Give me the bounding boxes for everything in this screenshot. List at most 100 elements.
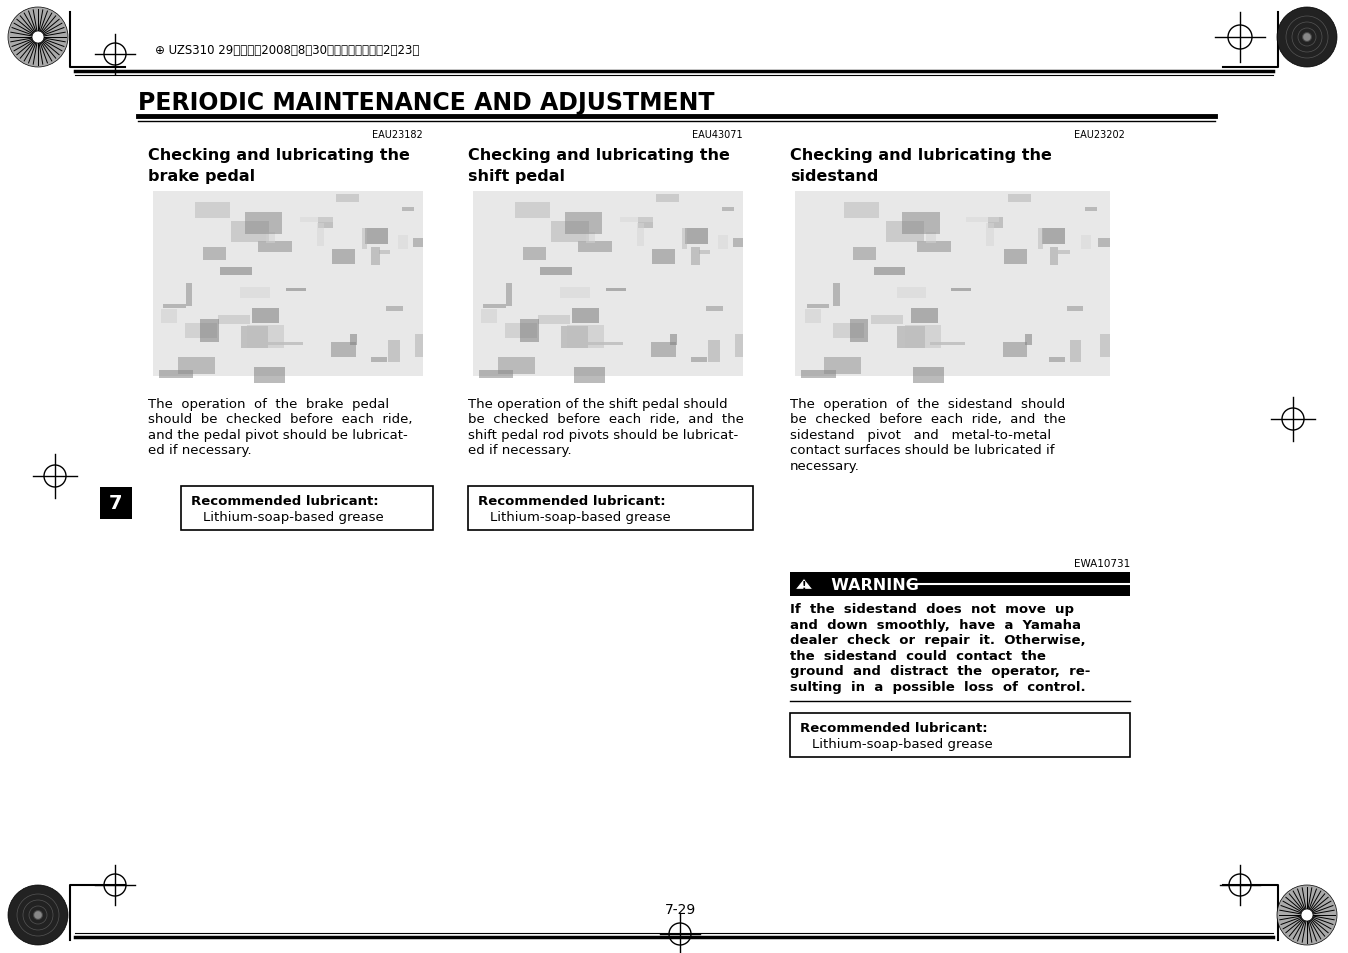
Bar bbox=[898, 327, 925, 349]
Bar bbox=[241, 327, 268, 349]
Text: PERIODIC MAINTENANCE AND ADJUSTMENT: PERIODIC MAINTENANCE AND ADJUSTMENT bbox=[137, 91, 714, 115]
Bar bbox=[967, 218, 999, 222]
Bar bbox=[1100, 335, 1109, 357]
Bar bbox=[202, 248, 226, 260]
Bar bbox=[561, 288, 590, 298]
Bar bbox=[561, 327, 588, 349]
Bar bbox=[255, 368, 284, 384]
Bar bbox=[656, 194, 679, 203]
Text: !: ! bbox=[802, 580, 806, 590]
Text: 7-29: 7-29 bbox=[665, 902, 696, 916]
Bar bbox=[1081, 236, 1091, 250]
Text: The  operation  of  the  brake  pedal: The operation of the brake pedal bbox=[148, 397, 390, 411]
Bar bbox=[365, 229, 388, 245]
Circle shape bbox=[35, 911, 42, 919]
Text: sidestand: sidestand bbox=[790, 169, 879, 184]
Bar bbox=[795, 192, 1109, 376]
Bar bbox=[670, 335, 678, 345]
Bar bbox=[100, 488, 132, 519]
Text: and the pedal pivot should be lubricat-: and the pedal pivot should be lubricat- bbox=[148, 429, 407, 441]
Bar bbox=[361, 229, 367, 250]
Bar bbox=[1085, 208, 1097, 213]
Bar bbox=[950, 289, 971, 292]
Text: Lithium-soap-based grease: Lithium-soap-based grease bbox=[204, 511, 384, 523]
Circle shape bbox=[32, 32, 44, 44]
Text: and  down  smoothly,  have  a  Yamaha: and down smoothly, have a Yamaha bbox=[790, 618, 1081, 631]
Bar bbox=[913, 368, 944, 384]
Text: necessary.: necessary. bbox=[790, 459, 860, 473]
Bar bbox=[551, 222, 589, 242]
Text: sidestand   pivot   and   metal-to-metal: sidestand pivot and metal-to-metal bbox=[790, 429, 1051, 441]
Bar bbox=[833, 324, 864, 339]
Bar bbox=[386, 307, 403, 312]
Bar bbox=[415, 335, 423, 357]
Bar bbox=[220, 268, 252, 275]
Bar bbox=[247, 326, 283, 349]
Bar bbox=[574, 368, 605, 384]
Bar bbox=[1058, 251, 1070, 255]
Bar bbox=[266, 233, 275, 243]
Text: EAU23202: EAU23202 bbox=[1074, 130, 1126, 140]
Text: Recommended lubricant:: Recommended lubricant: bbox=[479, 495, 666, 507]
Bar bbox=[186, 283, 193, 306]
Circle shape bbox=[8, 8, 67, 68]
Bar bbox=[515, 203, 550, 219]
Bar bbox=[911, 309, 938, 323]
Bar bbox=[682, 229, 686, 250]
Bar bbox=[692, 248, 700, 266]
Bar bbox=[930, 343, 965, 346]
Circle shape bbox=[1301, 909, 1313, 921]
Text: The operation of the shift pedal should: The operation of the shift pedal should bbox=[468, 397, 728, 411]
Text: If  the  sidestand  does  not  move  up: If the sidestand does not move up bbox=[790, 602, 1074, 616]
Bar bbox=[790, 573, 1130, 597]
Bar bbox=[607, 289, 627, 292]
Text: dealer  check  or  repair  it.  Otherwise,: dealer check or repair it. Otherwise, bbox=[790, 634, 1085, 646]
Bar bbox=[481, 310, 497, 324]
Bar bbox=[853, 248, 876, 260]
Bar bbox=[652, 250, 675, 264]
Bar bbox=[1069, 340, 1081, 363]
Bar bbox=[181, 486, 433, 531]
Bar bbox=[802, 371, 836, 378]
Text: ⊕ UZS310 29ページ　2008年8月30日　土曜日　午後2時23分: ⊕ UZS310 29ページ 2008年8月30日 土曜日 午後2時23分 bbox=[155, 44, 419, 56]
Bar bbox=[154, 192, 423, 376]
Bar bbox=[268, 343, 303, 346]
Bar bbox=[905, 326, 941, 349]
Bar bbox=[506, 283, 512, 306]
Bar bbox=[299, 218, 333, 222]
Bar bbox=[844, 203, 879, 219]
Bar bbox=[638, 217, 654, 229]
Bar bbox=[332, 250, 355, 264]
Bar bbox=[520, 319, 539, 343]
Bar bbox=[871, 316, 903, 324]
Circle shape bbox=[1277, 8, 1337, 68]
Bar bbox=[896, 288, 926, 298]
Text: contact surfaces should be lubricated if: contact surfaces should be lubricated if bbox=[790, 444, 1054, 457]
Bar bbox=[398, 236, 408, 250]
Bar bbox=[723, 208, 733, 213]
Text: Lithium-soap-based grease: Lithium-soap-based grease bbox=[811, 738, 992, 750]
Bar bbox=[825, 357, 861, 375]
Bar bbox=[1003, 343, 1027, 357]
Bar bbox=[851, 319, 868, 343]
Bar bbox=[620, 218, 652, 222]
Bar bbox=[638, 223, 644, 247]
Bar bbox=[988, 217, 1003, 229]
Bar bbox=[185, 324, 217, 339]
Polygon shape bbox=[795, 578, 813, 590]
Bar bbox=[987, 223, 993, 247]
Text: WARNING: WARNING bbox=[820, 577, 919, 592]
Bar bbox=[1042, 229, 1065, 245]
Text: be  checked  before  each  ride,  and  the: be checked before each ride, and the bbox=[790, 413, 1066, 426]
Text: shift pedal: shift pedal bbox=[468, 169, 565, 184]
Bar bbox=[178, 357, 214, 375]
Bar bbox=[692, 357, 708, 363]
Bar bbox=[806, 304, 829, 309]
Text: shift pedal rod pivots should be lubricat-: shift pedal rod pivots should be lubrica… bbox=[468, 429, 739, 441]
Bar bbox=[468, 486, 754, 531]
Bar bbox=[200, 319, 218, 343]
Bar bbox=[685, 229, 708, 245]
Bar bbox=[1004, 250, 1027, 264]
Bar bbox=[735, 335, 743, 357]
Text: sulting  in  a  possible  loss  of  control.: sulting in a possible loss of control. bbox=[790, 679, 1085, 693]
